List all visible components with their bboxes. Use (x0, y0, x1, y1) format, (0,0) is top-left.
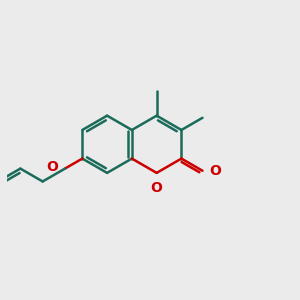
Text: O: O (210, 164, 221, 178)
Text: O: O (151, 181, 163, 195)
Text: O: O (46, 160, 58, 174)
